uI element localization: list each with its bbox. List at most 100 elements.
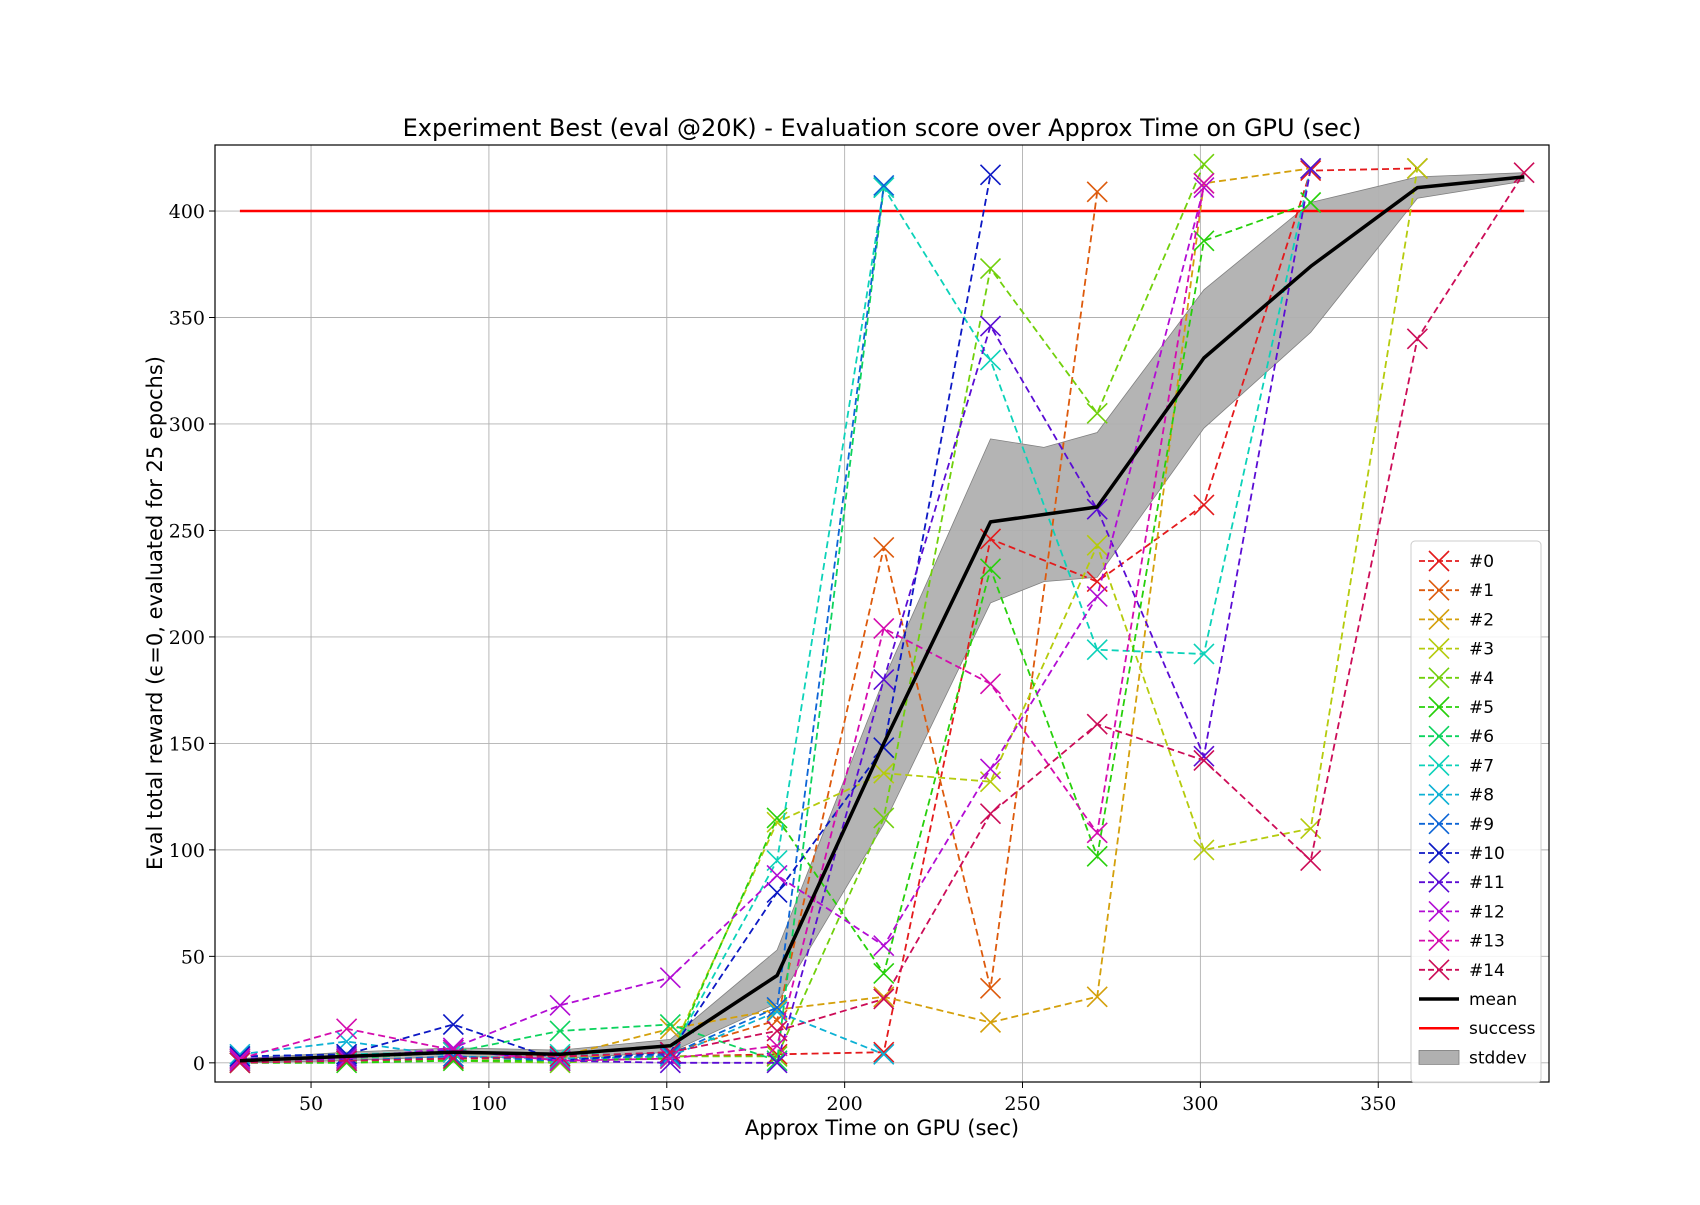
data-point (1086, 639, 1108, 661)
data-point (1086, 822, 1108, 844)
legend-marker (1428, 959, 1450, 981)
data-point (873, 935, 895, 957)
data-point (979, 164, 1002, 186)
y-tick-label: 100 (169, 840, 205, 862)
legend-marker (1428, 608, 1450, 630)
series-line (239, 174, 992, 1062)
legend-marker (1428, 667, 1450, 689)
legend-label: #11 (1469, 873, 1505, 893)
data-point (1300, 849, 1322, 872)
data-point (979, 349, 1002, 371)
legend-marker (1428, 784, 1450, 806)
data-point (336, 1048, 358, 1070)
x-tick-label: 150 (649, 1093, 685, 1115)
legend-box (1410, 540, 1542, 1084)
legend-entry: #7 (1419, 754, 1494, 776)
data-point (1086, 845, 1108, 867)
data-point (442, 1045, 464, 1068)
data-point (979, 977, 1002, 999)
legend-entry: #13 (1419, 930, 1505, 952)
data-point (1193, 749, 1215, 772)
data-point (766, 996, 788, 1019)
data-point (1300, 157, 1322, 179)
legend-label: #0 (1469, 552, 1494, 572)
legend-entry: stddev (1418, 1048, 1527, 1068)
legend-label: #10 (1469, 844, 1505, 864)
data-point (1406, 157, 1428, 179)
data-point (1193, 745, 1215, 767)
data-point (873, 617, 895, 639)
legend-entry: #11 (1419, 871, 1505, 893)
y-tick-label: 200 (169, 627, 205, 649)
data-point (1086, 534, 1108, 556)
data-point (549, 1020, 571, 1042)
data-point (766, 864, 788, 886)
data-point (766, 1052, 788, 1074)
y-ticks: 0 50 100 150 200 250 300 350 400 (169, 201, 215, 1075)
data-point (1086, 585, 1108, 608)
legend-marker (1428, 550, 1450, 572)
x-tick-label: 300 (1182, 1093, 1218, 1115)
legend-label: success (1469, 1019, 1536, 1039)
legend-marker (1428, 754, 1450, 776)
legend-label: #14 (1469, 961, 1505, 981)
data-point (979, 257, 1002, 280)
data-point (873, 962, 895, 984)
data-point (1086, 181, 1108, 203)
data-point (1193, 172, 1215, 194)
legend-label: #6 (1469, 727, 1494, 747)
legend-entry: #4 (1419, 667, 1494, 689)
series-line (239, 183, 1205, 1062)
y-tick-label: 0 (193, 1053, 205, 1075)
data-point (549, 1045, 571, 1068)
legend-entry: success (1419, 1019, 1536, 1039)
data-point (229, 1052, 251, 1074)
data-point (979, 673, 1002, 695)
chart-title: Experiment Best (eval @20K) - Evaluation… (403, 114, 1362, 142)
legend-label: #5 (1469, 698, 1494, 718)
data-point (873, 536, 895, 559)
data-point (1086, 570, 1108, 593)
series-13 (229, 172, 1215, 1072)
data-point (659, 1018, 681, 1040)
data-point (336, 1018, 358, 1040)
legend-label: #9 (1469, 815, 1494, 835)
data-point (549, 1048, 571, 1070)
data-point (442, 1039, 464, 1061)
data-point (659, 1052, 681, 1074)
legend-label: stddev (1469, 1048, 1527, 1068)
series-line (239, 163, 1205, 1064)
series-layer (229, 153, 1535, 1074)
data-point (549, 994, 571, 1016)
data-point (229, 1048, 251, 1070)
data-point (1193, 177, 1215, 199)
data-point (979, 803, 1002, 825)
data-point (1513, 162, 1535, 184)
series-line (239, 168, 1419, 1062)
data-point (873, 986, 895, 1008)
legend-entry: #6 (1419, 725, 1494, 747)
legend-label: #2 (1469, 610, 1494, 630)
x-ticks: 50 100 150 200 250 300 350 (299, 1082, 1396, 1115)
legend-marker (1428, 871, 1450, 893)
data-point (873, 1041, 895, 1063)
data-point (766, 849, 788, 872)
data-point (336, 1050, 358, 1072)
legend-entry: #3 (1419, 638, 1494, 660)
stddev-band-layer (239, 172, 1525, 1064)
plot-area (215, 145, 1549, 1082)
mean-layer (239, 175, 1525, 1063)
legend-label: #3 (1469, 640, 1494, 660)
data-point (873, 174, 895, 197)
legend-label: #12 (1469, 902, 1505, 922)
y-tick-label: 400 (169, 201, 205, 223)
y-tick-label: 50 (181, 946, 205, 968)
legend-label: #4 (1469, 669, 1494, 689)
legend-entry: #14 (1419, 959, 1505, 981)
data-point (1193, 153, 1215, 175)
legend-entry: #8 (1419, 784, 1494, 806)
data-point (1086, 713, 1108, 735)
legend-marker (1428, 900, 1450, 922)
